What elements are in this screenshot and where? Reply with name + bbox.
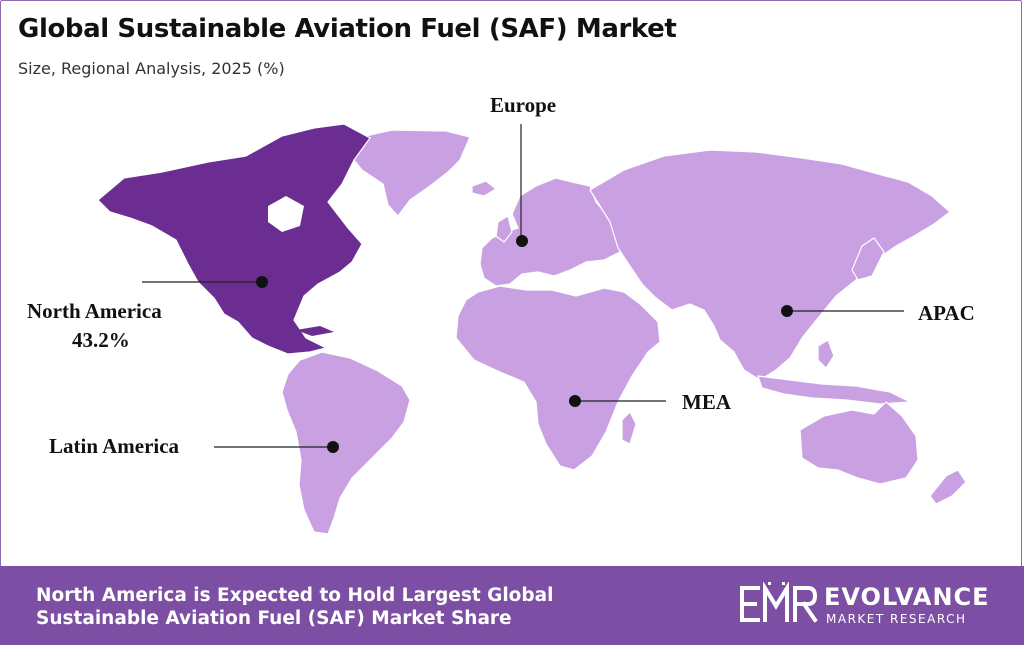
region-new-zealand bbox=[929, 469, 967, 505]
world-map bbox=[97, 123, 967, 535]
page-title: Global Sustainable Aviation Fuel (SAF) M… bbox=[18, 14, 677, 44]
marker-north-america bbox=[256, 276, 268, 288]
region-north-america bbox=[97, 123, 371, 355]
marker-apac bbox=[781, 305, 793, 317]
label-north-america-value: 43.2% bbox=[72, 328, 130, 352]
hudson-bay bbox=[268, 196, 304, 232]
footer-line-2: Sustainable Aviation Fuel (SAF) Market S… bbox=[36, 608, 512, 629]
label-latin-america: Latin America bbox=[49, 434, 180, 458]
region-southeast-asia-islands bbox=[757, 375, 911, 405]
brand-name: EVOLVANCE bbox=[824, 583, 990, 611]
label-europe: Europe bbox=[490, 93, 557, 117]
region-philippines bbox=[817, 339, 835, 369]
region-apac bbox=[589, 149, 951, 381]
marker-latin-america bbox=[327, 441, 339, 453]
label-apac: APAC bbox=[918, 301, 975, 325]
label-mea: MEA bbox=[682, 390, 731, 414]
region-caribbean bbox=[296, 326, 334, 336]
region-madagascar bbox=[621, 411, 637, 445]
brand-tagline: MARKET RESEARCH bbox=[826, 612, 967, 626]
region-iceland bbox=[471, 180, 497, 197]
region-uk bbox=[495, 215, 513, 243]
region-mea bbox=[455, 285, 661, 471]
region-japan bbox=[851, 237, 885, 281]
region-latin-america bbox=[281, 351, 411, 535]
marker-mea bbox=[569, 395, 581, 407]
region-greenland bbox=[347, 129, 471, 217]
footer-banner: North America is Expected to Hold Larges… bbox=[0, 566, 1024, 645]
region-australia bbox=[799, 401, 919, 485]
footer-line-1: North America is Expected to Hold Larges… bbox=[36, 585, 554, 606]
footer-headline: North America is Expected to Hold Larges… bbox=[36, 584, 636, 630]
emr-logo-icon bbox=[740, 582, 818, 623]
label-north-america: North America bbox=[27, 299, 162, 323]
marker-europe bbox=[516, 235, 528, 247]
page-subtitle: Size, Regional Analysis, 2025 (%) bbox=[18, 59, 285, 78]
